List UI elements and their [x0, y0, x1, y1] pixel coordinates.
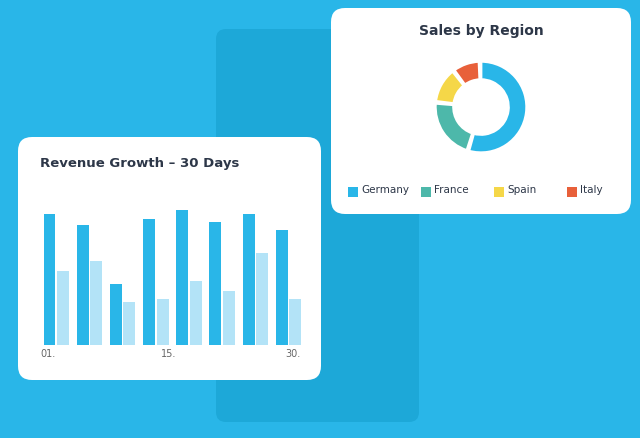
Bar	[209, 222, 221, 346]
Bar	[143, 219, 155, 346]
Bar	[77, 225, 89, 346]
Wedge shape	[454, 61, 480, 85]
Bar	[256, 253, 268, 346]
FancyBboxPatch shape	[421, 187, 431, 197]
Text: 15.: 15.	[161, 350, 176, 360]
Wedge shape	[436, 71, 464, 104]
Text: France: France	[434, 185, 468, 195]
FancyBboxPatch shape	[331, 8, 631, 214]
Text: 30.: 30.	[285, 350, 301, 360]
Text: Revenue Growth – 30 Days: Revenue Growth – 30 Days	[40, 157, 239, 170]
FancyBboxPatch shape	[348, 187, 358, 197]
Wedge shape	[435, 103, 472, 151]
Bar	[90, 261, 102, 346]
Bar	[276, 230, 288, 346]
Text: 01.: 01.	[40, 350, 55, 360]
FancyBboxPatch shape	[18, 137, 321, 380]
Bar	[190, 281, 202, 346]
FancyBboxPatch shape	[216, 29, 419, 422]
Text: Sales by Region: Sales by Region	[419, 24, 543, 38]
FancyBboxPatch shape	[494, 187, 504, 197]
Bar	[57, 271, 69, 346]
Bar	[243, 214, 255, 346]
Bar	[223, 291, 235, 346]
Text: Spain: Spain	[507, 185, 536, 195]
Bar	[289, 299, 301, 346]
Bar	[176, 209, 188, 346]
Text: Italy: Italy	[580, 185, 603, 195]
Bar	[44, 214, 56, 346]
Bar	[157, 299, 168, 346]
Bar	[124, 302, 136, 346]
FancyBboxPatch shape	[567, 187, 577, 197]
Text: Germany: Germany	[361, 185, 409, 195]
Bar	[110, 284, 122, 346]
Wedge shape	[468, 61, 527, 153]
